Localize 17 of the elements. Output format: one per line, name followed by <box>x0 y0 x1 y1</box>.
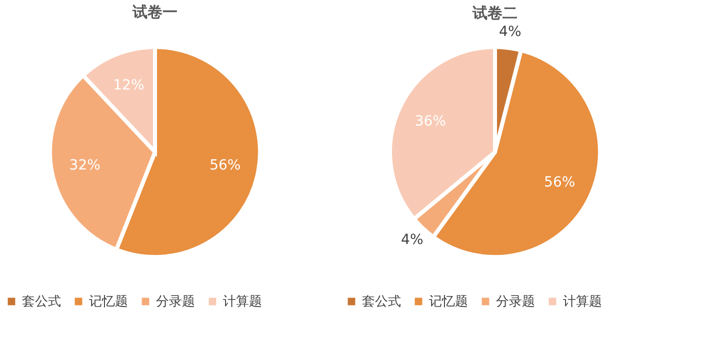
legend-label: 记忆题 <box>89 294 128 310</box>
legend-label: 计算题 <box>563 294 602 310</box>
legend-label: 记忆题 <box>429 294 468 310</box>
legend-label: 分录题 <box>496 294 535 310</box>
chart-title: 试卷一 <box>132 3 178 21</box>
data-label: 56% <box>544 174 576 190</box>
legend-label: 套公式 <box>362 294 401 310</box>
data-label: 36% <box>414 114 446 130</box>
data-label: 32% <box>69 157 100 174</box>
legend-label: 套公式 <box>22 294 61 310</box>
data-label: 4% <box>499 24 522 40</box>
data-label: 4% <box>401 232 424 248</box>
legend-label: 计算题 <box>223 294 262 310</box>
data-label: 56% <box>210 157 241 174</box>
data-label: 12% <box>113 78 144 94</box>
chart-title: 试卷二 <box>472 4 518 22</box>
legend-label: 分录题 <box>156 294 195 310</box>
